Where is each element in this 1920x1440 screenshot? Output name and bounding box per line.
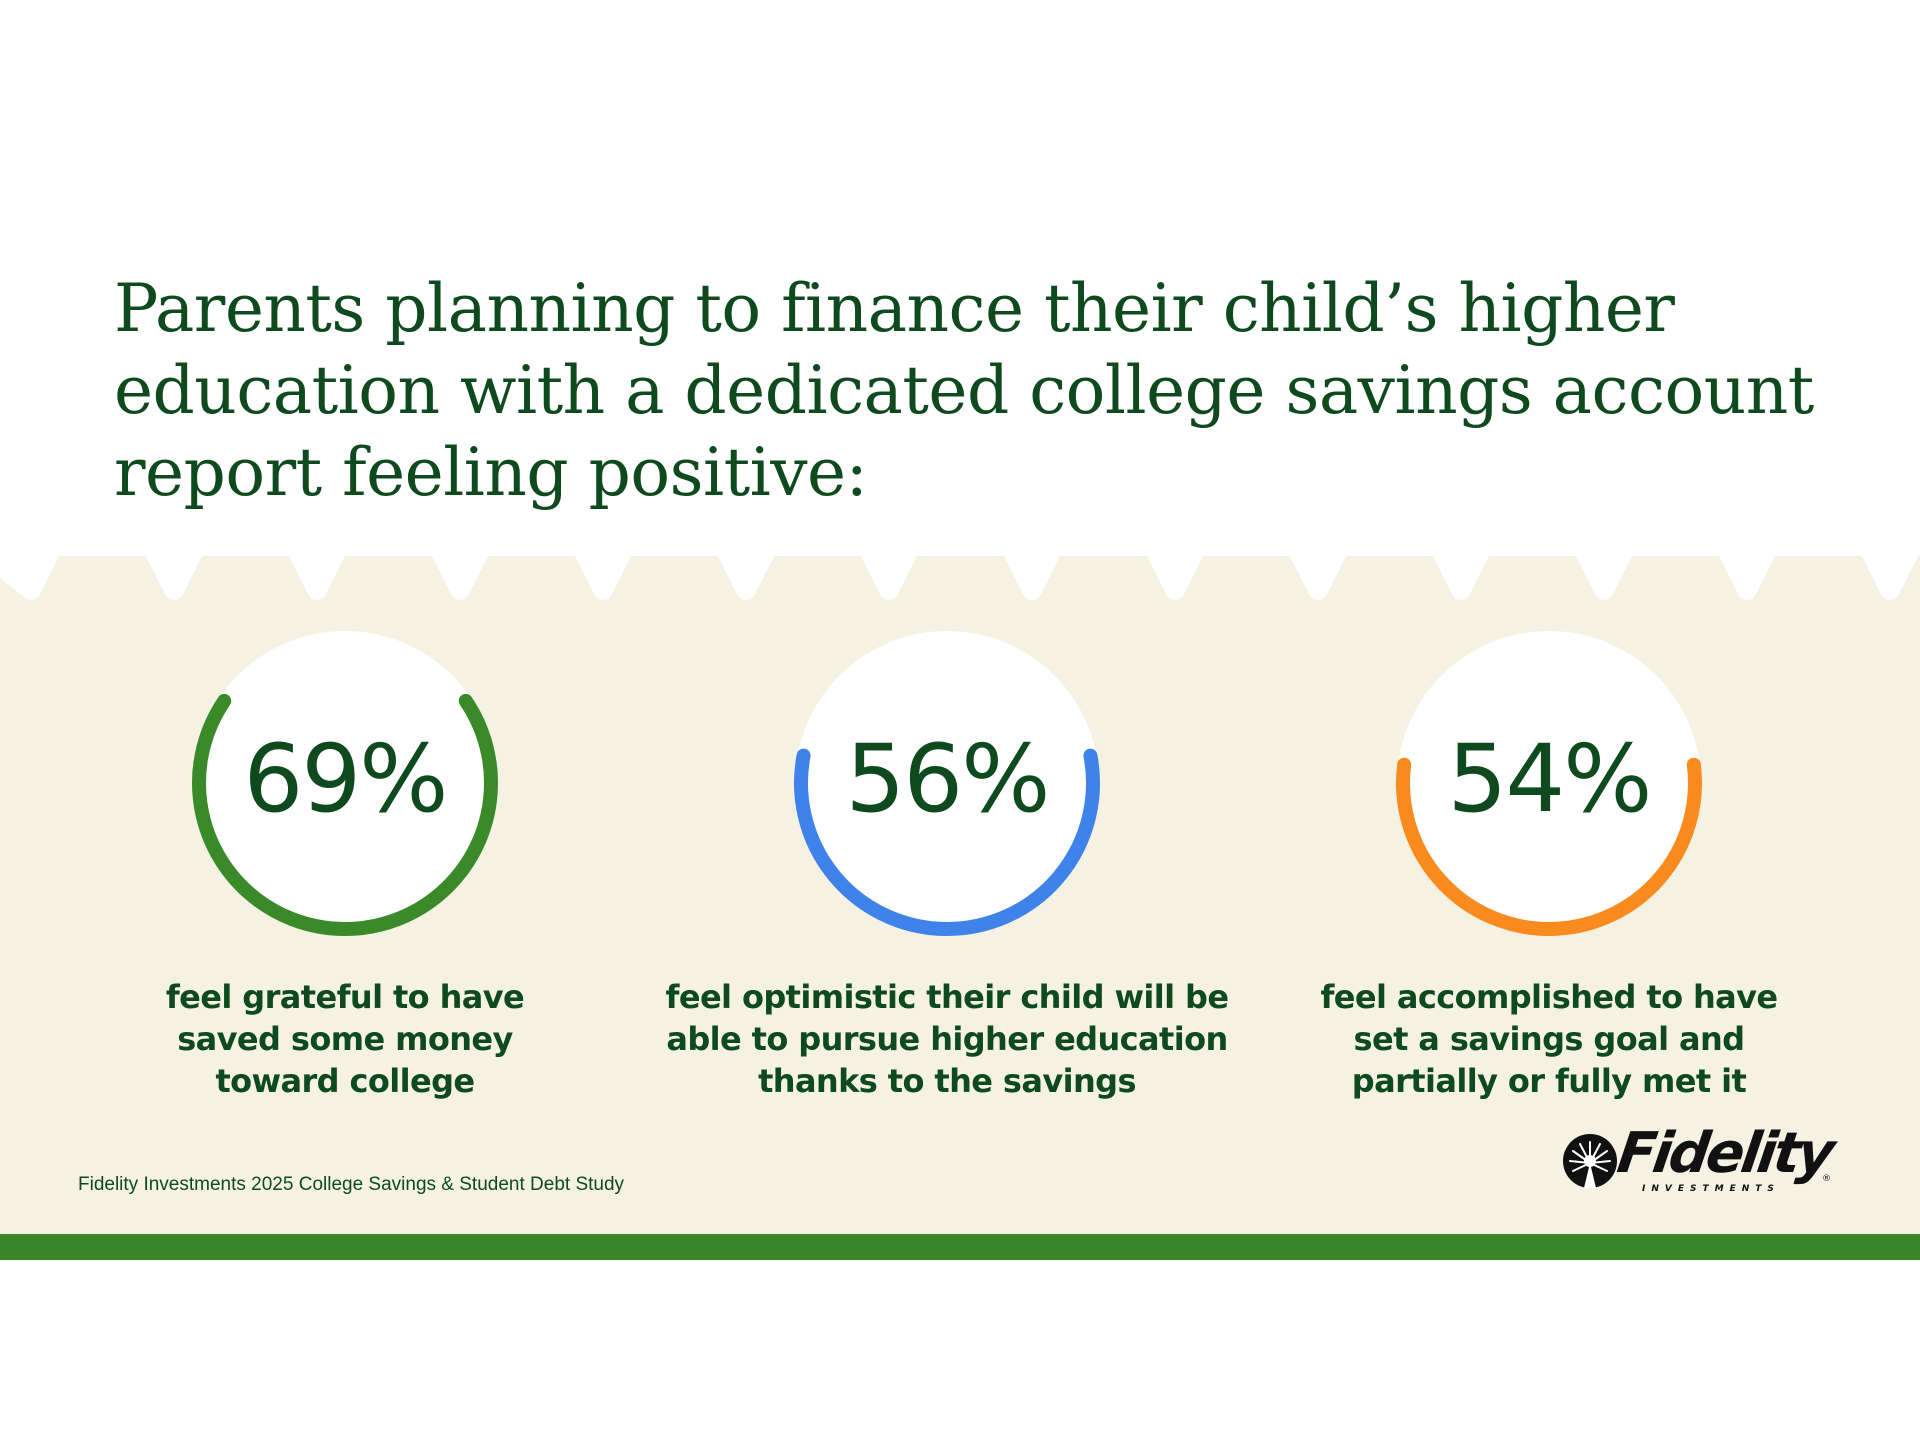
page-title: Parents planning to finance their child’… <box>114 268 1814 514</box>
stat-value-grateful: 69% <box>243 725 449 834</box>
title-line-1: Parents planning to finance their child’… <box>114 270 1675 347</box>
fidelity-wordmark-subtitle: INVESTMENTS <box>1642 1184 1780 1194</box>
fidelity-wordmark: Fidelity <box>1613 1121 1836 1186</box>
fidelity-emblem-icon <box>1563 1134 1617 1188</box>
title-line-3: report feeling positive: <box>114 434 868 511</box>
progress-ring-optimistic <box>794 631 1100 936</box>
stat-caption-grateful: feel grateful to have saved some money t… <box>165 978 525 1100</box>
progress-ring-grateful <box>192 631 498 936</box>
progress-ring-accomplished <box>1396 631 1702 936</box>
title-line-2: education with a dedicated college savin… <box>114 352 1814 429</box>
registered-mark: ® <box>1822 1174 1831 1184</box>
stat-caption-accomplished: feel accomplished to have set a savings … <box>1320 978 1778 1100</box>
fidelity-logo: Fidelity INVESTMENTS ® <box>1560 1121 1836 1200</box>
bottom-accent-bar <box>0 1234 1920 1260</box>
stat-value-optimistic: 56% <box>845 725 1051 834</box>
stat-value-accomplished: 54% <box>1447 725 1653 834</box>
source-citation: Fidelity Investments 2025 College Saving… <box>78 1174 625 1195</box>
stat-caption-optimistic: feel optimistic their child will be able… <box>665 978 1230 1100</box>
